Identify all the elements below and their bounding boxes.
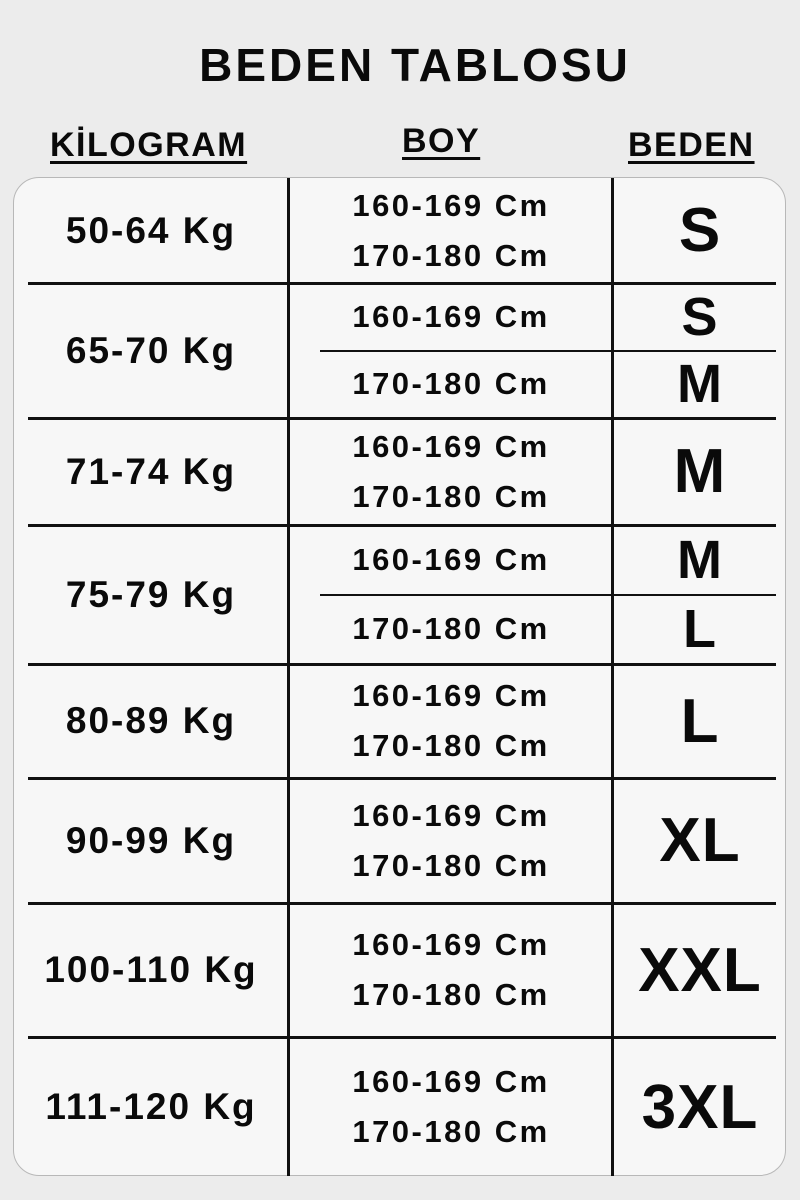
row-divider [28,663,776,666]
row-divider [28,777,776,780]
height-cell: 170-180 Cm [352,977,550,1012]
size-cell: L [680,686,720,756]
height-cell: 160-169 Cm [352,678,550,713]
height-cell: 170-180 Cm [352,478,550,514]
height-cell: 160-169 Cm [352,797,550,833]
column-divider [287,178,290,1176]
sub-row-divider [320,593,776,596]
header-size: BEDEN [628,126,755,164]
size-cell: M [677,529,723,590]
height-cell: 160-169 Cm [352,541,550,577]
weight-cell: 71-74 Kg [65,450,237,492]
size-cell: XXL [638,935,762,1005]
height-cell: 170-180 Cm [352,366,550,402]
height-cell: 170-180 Cm [352,728,550,763]
weight-cell: 50-64 Kg [65,209,237,251]
weight-cell: 90-99 Kg [65,819,237,861]
weight-cell: 65-70 Kg [65,329,237,371]
size-cell: L [683,599,717,660]
height-cell: 160-169 Cm [352,1064,550,1099]
sub-row-divider [320,349,776,352]
size-table [13,177,786,1176]
height-cell: 170-180 Cm [352,237,550,273]
height-cell: 160-169 Cm [352,428,550,464]
column-divider [611,178,614,1176]
size-cell: S [678,196,722,265]
row-divider [28,524,776,527]
size-cell: XL [659,806,741,875]
height-cell: 170-180 Cm [352,611,550,647]
size-cell: S [681,286,719,347]
size-cell: 3XL [641,1072,759,1142]
page-title: BEDEN TABLOSU [199,39,631,91]
row-divider [28,282,776,285]
height-cell: 160-169 Cm [352,927,550,962]
row-divider [28,417,776,420]
weight-cell: 75-79 Kg [65,573,237,615]
size-cell: M [673,437,727,506]
size-cell: M [677,354,723,415]
row-divider [28,1036,776,1039]
header-weight: KİLOGRAM [50,126,248,164]
height-cell: 160-169 Cm [352,298,550,334]
row-divider [28,902,776,905]
height-cell: 170-180 Cm [352,847,550,883]
height-cell: 170-180 Cm [352,1114,550,1149]
height-cell: 160-169 Cm [352,187,550,223]
weight-cell: 111-120 Kg [45,1086,257,1127]
header-height: BOY [402,122,481,160]
weight-cell: 100-110 Kg [44,949,258,990]
weight-cell: 80-89 Kg [65,700,237,741]
